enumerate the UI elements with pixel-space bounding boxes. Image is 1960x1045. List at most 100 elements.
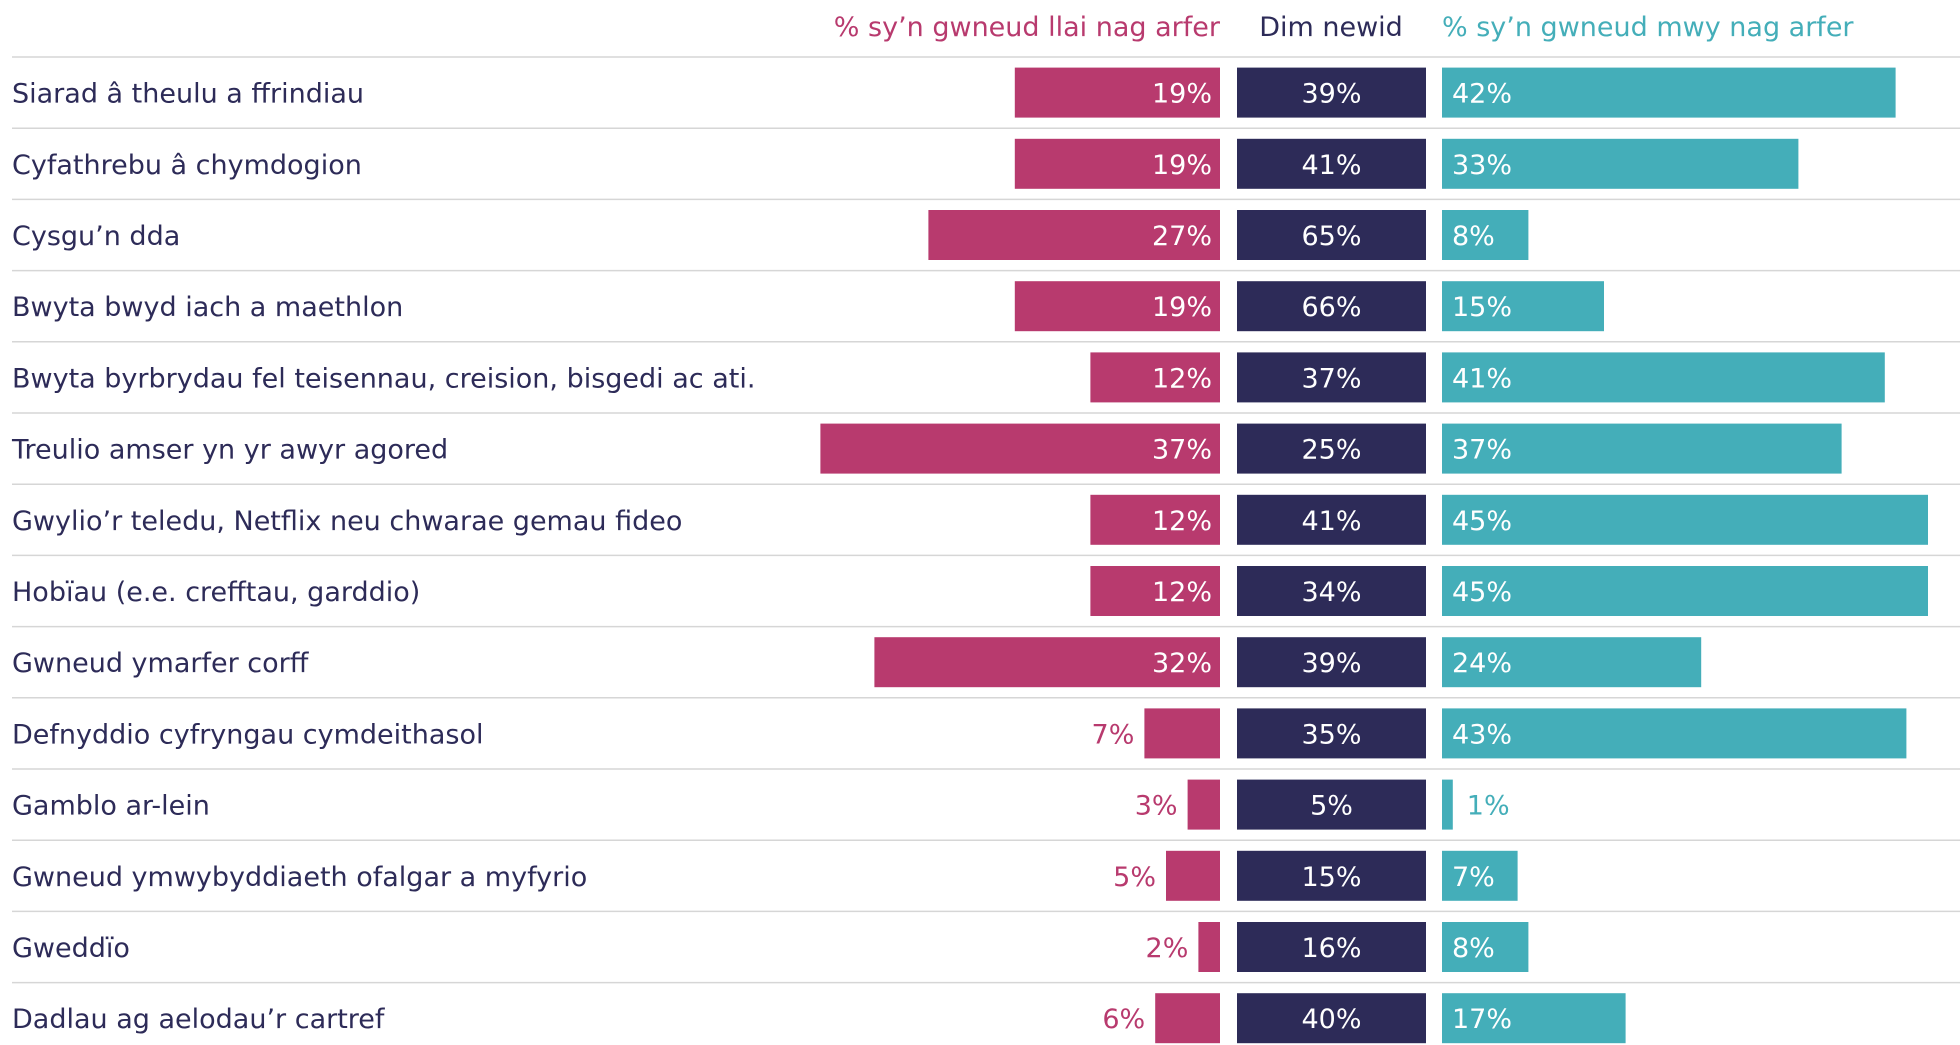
header-less: % sy’n gwneud llai nag arfer [834, 12, 1221, 43]
bar-more [1442, 993, 1626, 1044]
value-label-more: 42% [1452, 79, 1512, 110]
value-label-less: 19% [1152, 292, 1212, 323]
bar-no-change [1237, 352, 1426, 403]
bar-less [1014, 281, 1220, 332]
value-label-less: 19% [1152, 79, 1212, 110]
bar-more [1442, 779, 1453, 830]
bar-less [820, 423, 1220, 474]
value-label-no-change: 41% [1301, 150, 1361, 181]
category-label: Bwyta byrbrydau fel teisennau, creision,… [12, 363, 755, 394]
bar-no-change [1237, 993, 1426, 1044]
value-label-no-change: 40% [1301, 1004, 1361, 1035]
bar-no-change [1237, 850, 1426, 901]
value-label-no-change: 5% [1310, 791, 1353, 822]
bar-no-change [1237, 566, 1426, 616]
bar-more [1442, 637, 1702, 688]
value-label-less: 32% [1152, 648, 1212, 679]
category-label: Cysgu’n dda [12, 221, 180, 252]
category-label: Bwyta bwyd iach a maethlon [12, 292, 403, 323]
value-label-less: 3% [1135, 791, 1178, 822]
value-label-more: 8% [1452, 933, 1495, 964]
category-label: Hobïau (e.e. crefftau, garddio) [12, 577, 420, 608]
bar-more [1442, 566, 1928, 616]
category-label: Treulio amser yn yr awyr agored [11, 435, 448, 466]
value-label-less: 12% [1152, 363, 1212, 394]
bar-more [1442, 210, 1529, 260]
bar-more [1442, 423, 1842, 474]
bar-more [1442, 281, 1604, 332]
bar-more [1442, 352, 1885, 403]
value-label-more: 8% [1452, 221, 1495, 252]
value-label-no-change: 34% [1301, 577, 1361, 608]
value-label-more: 24% [1452, 648, 1512, 679]
category-label: Gwneud ymarfer corff [12, 648, 310, 679]
bar-less [1198, 922, 1220, 972]
bar-more [1442, 67, 1896, 118]
category-label: Gwneud ymwybyddiaeth ofalgar a myfyrio [12, 862, 587, 893]
chart-rows: Siarad â theulu a ffrindiau 19% 39% 42% Cyfa… [11, 56, 1960, 1044]
value-label-no-change: 15% [1301, 862, 1361, 893]
value-label-no-change: 37% [1301, 363, 1361, 394]
category-label: Gweddïo [12, 933, 130, 964]
header-more: % sy’n gwneud mwy nag arfer [1442, 12, 1854, 43]
bar-no-change [1237, 922, 1426, 972]
value-label-less: 27% [1152, 221, 1212, 252]
value-label-less: 6% [1102, 1004, 1145, 1035]
value-label-no-change: 41% [1301, 506, 1361, 537]
value-label-no-change: 35% [1301, 719, 1361, 750]
bar-less [928, 210, 1220, 260]
category-label: Dadlau ag aelodau’r cartref [12, 1004, 386, 1035]
category-label: Gamblo ar-lein [12, 791, 210, 822]
value-label-more: 37% [1452, 435, 1512, 466]
bar-more [1442, 922, 1529, 972]
value-label-more: 41% [1452, 363, 1512, 394]
value-label-less: 19% [1152, 150, 1212, 181]
bar-no-change [1237, 637, 1426, 688]
value-label-more: 7% [1452, 862, 1495, 893]
bar-less [1144, 708, 1220, 759]
value-label-more: 45% [1452, 506, 1512, 537]
value-label-no-change: 66% [1301, 292, 1361, 323]
bar-less [1155, 993, 1220, 1044]
bar-less [1090, 352, 1220, 403]
bar-no-change [1237, 67, 1426, 118]
bar-less [1187, 779, 1220, 830]
value-label-no-change: 65% [1301, 221, 1361, 252]
value-label-less: 12% [1152, 506, 1212, 537]
bar-less [1014, 138, 1220, 189]
value-label-less: 12% [1152, 577, 1212, 608]
value-label-more: 17% [1452, 1004, 1512, 1035]
value-label-more: 33% [1452, 150, 1512, 181]
bar-less [1090, 494, 1220, 545]
category-label: Gwylio’r teledu, Netflix neu chwarae gem… [12, 506, 682, 537]
bar-no-change [1237, 281, 1426, 332]
category-label: Cyfathrebu â chymdogion [12, 150, 362, 181]
value-label-more: 15% [1452, 292, 1512, 323]
bar-no-change [1237, 494, 1426, 545]
category-label: Siarad â theulu a ffrindiau [12, 79, 364, 110]
value-label-no-change: 16% [1301, 933, 1361, 964]
value-label-no-change: 39% [1301, 648, 1361, 679]
value-label-more: 45% [1452, 577, 1512, 608]
bar-more [1442, 138, 1799, 189]
header-no-change: Dim newid [1259, 12, 1403, 43]
value-label-more: 1% [1467, 791, 1510, 822]
value-label-more: 43% [1452, 719, 1512, 750]
bar-no-change [1237, 138, 1426, 189]
value-label-less: 2% [1146, 933, 1189, 964]
bar-more [1442, 494, 1928, 545]
bar-less [874, 637, 1220, 688]
bar-no-change [1237, 423, 1426, 474]
bar-no-change [1237, 210, 1426, 260]
value-label-less: 37% [1152, 435, 1212, 466]
category-label: Defnyddio cyfryngau cymdeithasol [12, 719, 484, 750]
bar-no-change [1237, 779, 1426, 830]
value-label-no-change: 39% [1301, 79, 1361, 110]
value-label-less: 7% [1092, 719, 1135, 750]
bar-less [1090, 566, 1220, 616]
bar-less [1166, 850, 1220, 901]
bar-more [1442, 708, 1907, 759]
value-label-less: 5% [1113, 862, 1156, 893]
bar-no-change [1237, 708, 1426, 759]
